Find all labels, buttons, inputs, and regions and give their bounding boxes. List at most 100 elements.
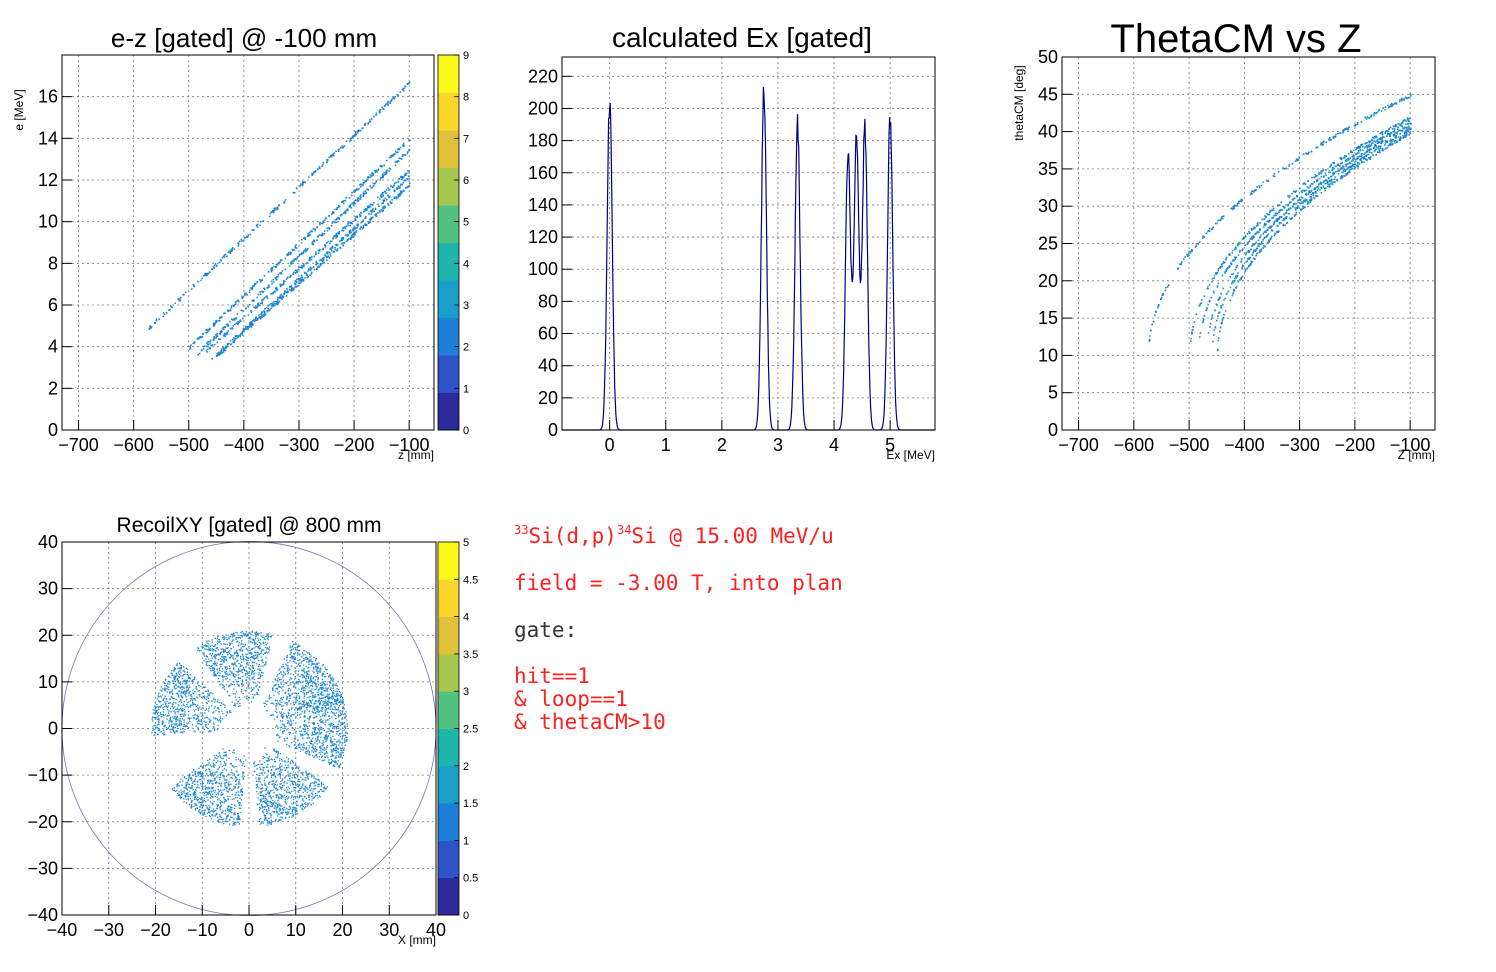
ez-point [251, 287, 253, 289]
recoil-point [241, 776, 243, 778]
theta-point [1257, 244, 1260, 246]
ez-point [230, 249, 233, 251]
ez-point [393, 184, 396, 187]
recoil-point [216, 675, 218, 677]
theta-point [1250, 237, 1253, 239]
recoil-point [252, 667, 255, 670]
recoil-point [171, 691, 173, 693]
recoil-point [209, 692, 211, 694]
theta-point [1256, 231, 1259, 233]
recoil-point [205, 815, 207, 818]
recoil-point [178, 690, 181, 693]
theta-point [1409, 131, 1411, 133]
recoil-point [195, 718, 197, 721]
recoil-point [229, 711, 231, 713]
recoil-point [240, 634, 243, 637]
theta-point [1389, 135, 1392, 138]
ez-point [286, 288, 288, 290]
theta-point [1384, 108, 1386, 111]
ez-point [347, 234, 349, 236]
ez-palette-cell [438, 223, 459, 234]
theta-point [1321, 171, 1323, 173]
ez-point [215, 337, 217, 339]
theta-point [1388, 105, 1391, 108]
recoil-point [188, 786, 190, 788]
ez-point [292, 271, 295, 274]
recoil-point [251, 647, 254, 650]
ez-point [386, 102, 389, 104]
recoil-point [193, 783, 196, 786]
ez-point [280, 296, 283, 299]
recoil-point [247, 664, 250, 666]
ez-point [360, 221, 362, 224]
ez-ylabel: e [MeV] [12, 89, 26, 130]
ez-point [375, 169, 378, 172]
recoil-point [229, 654, 232, 656]
recoil-point [192, 704, 194, 706]
ez-point [363, 181, 366, 184]
ez-point [386, 169, 389, 172]
theta-point [1217, 219, 1219, 222]
ez-point [347, 209, 349, 212]
recoil-point [194, 809, 197, 811]
theta-point [1355, 153, 1358, 155]
ez-point [217, 319, 220, 322]
recoil-point [212, 790, 214, 792]
ez-point [317, 235, 319, 238]
theta-point [1402, 135, 1404, 137]
recoil-point [207, 700, 209, 702]
recoil-point [217, 699, 219, 701]
recoil-point [175, 672, 178, 675]
ez-data [148, 81, 411, 360]
recoil-point [260, 671, 263, 674]
recoil-point [202, 731, 204, 733]
recoil-point [228, 757, 230, 759]
ez-point [241, 310, 244, 312]
theta-point [1373, 137, 1375, 140]
theta-point [1323, 187, 1326, 190]
theta-point [1303, 190, 1306, 193]
theta-point [1220, 305, 1222, 308]
theta-point [1307, 201, 1309, 203]
ez-point [299, 266, 302, 269]
theta-point [1390, 141, 1393, 144]
recoil-point [237, 659, 239, 662]
ez-point [233, 340, 235, 343]
ex-ytick-label: 40 [538, 356, 558, 376]
ez-point [267, 305, 270, 307]
theta-point [1341, 176, 1343, 179]
ez-point [213, 337, 215, 340]
recoil-point [205, 658, 207, 660]
theta-point [1294, 160, 1297, 163]
recoil-point [255, 663, 258, 665]
theta-point [1308, 191, 1310, 194]
theta-point [1351, 167, 1353, 170]
ez-point [387, 204, 390, 206]
ez-point [360, 183, 362, 186]
ez-point [266, 287, 269, 289]
ez-palette-cell [438, 261, 459, 272]
theta-point [1302, 205, 1304, 208]
theta-point [1246, 242, 1249, 245]
recoil-point [154, 707, 157, 710]
ez-point [318, 234, 321, 237]
ez-point [322, 161, 325, 164]
recoil-point [261, 674, 263, 677]
recoil-point [257, 634, 259, 636]
recoil-point [185, 682, 187, 684]
recoil-point [190, 806, 192, 808]
recoil-point [252, 640, 255, 642]
recoil-point [248, 646, 250, 648]
recoil-point [181, 690, 183, 693]
ez-point [228, 310, 231, 312]
ez-point [271, 292, 274, 294]
ex-title: calculated Ex [gated] [612, 22, 872, 53]
recoil-point [205, 764, 207, 767]
ez-point [274, 303, 277, 305]
recoil-point [228, 652, 231, 654]
recoil-point [176, 711, 179, 713]
recoil-point [184, 694, 187, 696]
ez-point [404, 154, 407, 156]
recoil-point [192, 701, 194, 704]
ez-point [302, 182, 304, 185]
